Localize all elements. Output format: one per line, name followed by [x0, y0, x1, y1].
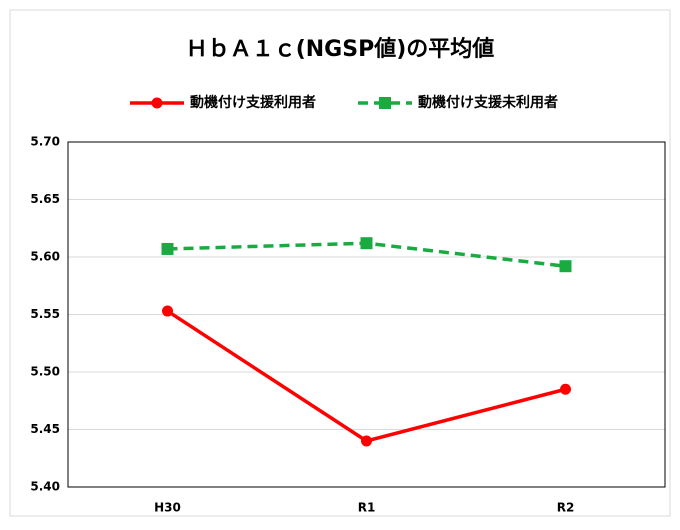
marker: [162, 305, 173, 317]
y-tick-label: 5.70: [30, 135, 60, 149]
legend-label: 動機付け支援利用者: [190, 94, 316, 111]
y-tick-label: 5.65: [30, 192, 60, 206]
legend-marker: [151, 97, 163, 109]
marker: [361, 435, 372, 447]
marker: [560, 383, 571, 395]
y-tick-label: 5.55: [30, 307, 60, 321]
marker: [559, 260, 572, 273]
x-tick-label: R1: [358, 501, 376, 515]
x-tick-label: R2: [557, 501, 575, 515]
legend-marker: [379, 97, 391, 109]
y-tick-label: 5.60: [30, 250, 60, 264]
y-tick-label: 5.50: [30, 365, 60, 379]
chart-title: ＨｂＡ１ｃ(NGSP値)の平均値: [186, 36, 495, 62]
y-tick-label: 5.40: [30, 480, 60, 494]
y-tick-label: 5.45: [30, 422, 60, 436]
legend-label: 動機付け支援未利用者: [418, 94, 558, 111]
marker: [161, 242, 174, 255]
marker: [360, 237, 373, 250]
plot-frame: [67, 141, 666, 488]
x-tick-label: H30: [154, 501, 181, 515]
